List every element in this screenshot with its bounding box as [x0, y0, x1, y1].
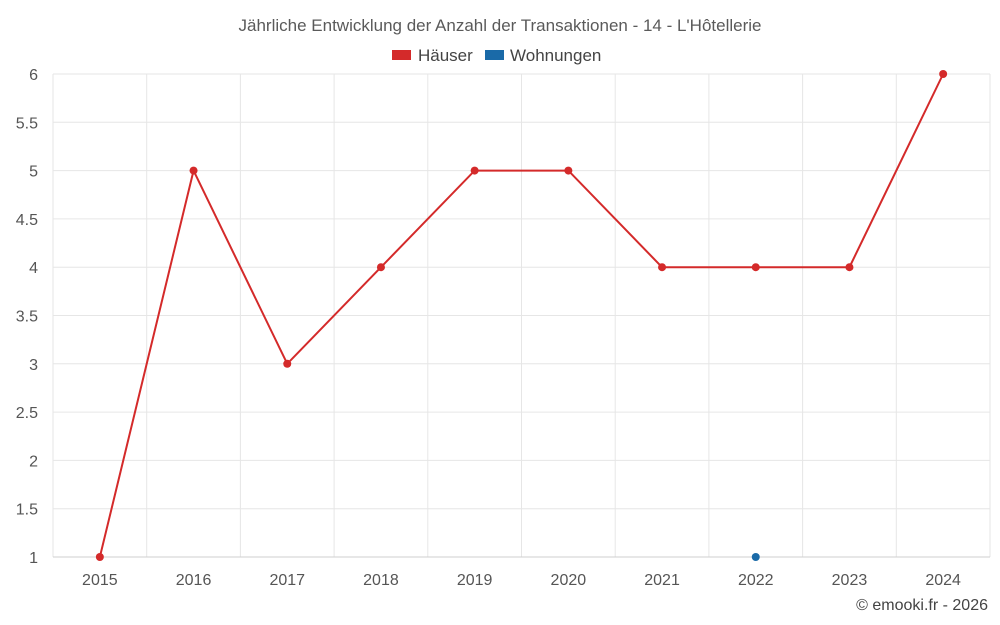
legend-item-wohnungen[interactable]: Wohnungen — [485, 46, 601, 65]
legend-label-wohnungen: Wohnungen — [510, 46, 601, 65]
y-tick-label: 2 — [29, 453, 38, 470]
y-tick-label: 1.5 — [16, 502, 38, 519]
data-point[interactable] — [564, 166, 573, 175]
data-point[interactable] — [189, 166, 198, 175]
y-axis: 1 1.5 2 2.5 3 3.5 4 4.5 5 5.5 6 — [16, 67, 38, 567]
legend-label-haeuser: Häuser — [418, 46, 473, 65]
data-point[interactable] — [845, 263, 854, 272]
y-tick-label: 2.5 — [16, 405, 38, 422]
data-point[interactable] — [939, 70, 948, 78]
x-tick-label: 2016 — [176, 572, 212, 589]
y-tick-label: 4 — [29, 260, 38, 277]
data-point[interactable] — [470, 166, 479, 175]
legend-item-haeuser[interactable]: Häuser — [392, 46, 473, 65]
x-tick-label: 2023 — [832, 572, 868, 589]
series-line-0 — [98, 73, 945, 558]
x-tick-label: 2019 — [457, 572, 493, 589]
credit-text: © emooki.fr - 2026 — [856, 597, 988, 614]
x-tick-label: 2022 — [738, 572, 774, 589]
legend-swatch-wohnungen — [485, 50, 504, 60]
y-tick-label: 5 — [29, 164, 38, 181]
y-tick-label: 5.5 — [16, 115, 38, 132]
series — [95, 70, 948, 561]
x-tick-label: 2021 — [644, 572, 680, 589]
legend: Häuser Wohnungen — [392, 46, 601, 65]
x-tick-label: 2017 — [269, 572, 305, 589]
x-tick-label: 2020 — [551, 572, 587, 589]
y-tick-label: 4.5 — [16, 212, 38, 229]
legend-swatch-haeuser — [392, 50, 411, 60]
y-tick-label: 6 — [29, 67, 38, 84]
grid — [52, 73, 991, 558]
data-point[interactable] — [376, 263, 385, 272]
y-tick-label: 3 — [29, 357, 38, 374]
data-point[interactable] — [751, 553, 760, 561]
data-point[interactable] — [751, 263, 760, 272]
data-point[interactable] — [658, 263, 667, 272]
x-tick-label: 2018 — [363, 572, 399, 589]
chart-title: Jährliche Entwicklung der Anzahl der Tra… — [239, 16, 762, 35]
data-point[interactable] — [95, 553, 104, 561]
y-tick-label: 3.5 — [16, 309, 38, 326]
x-tick-label: 2015 — [82, 572, 118, 589]
data-point[interactable] — [283, 359, 292, 368]
x-axis: 2015 2016 2017 2018 2019 2020 2021 2022 2023 2024 — [53, 556, 990, 589]
y-tick-label: 1 — [29, 550, 38, 567]
x-tick-label: 2024 — [925, 572, 961, 589]
